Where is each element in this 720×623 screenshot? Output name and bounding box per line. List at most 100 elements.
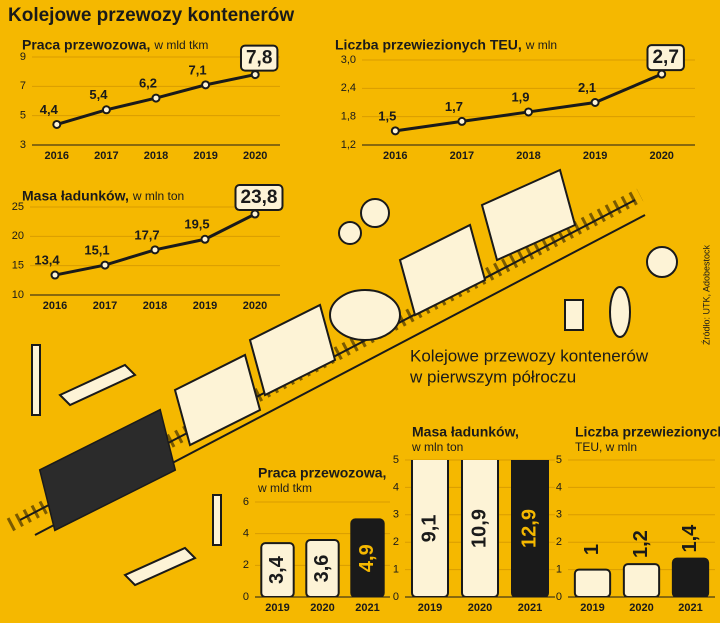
chart-subtitle: w mld tkm <box>257 481 312 495</box>
bar <box>411 460 449 597</box>
point <box>590 98 600 107</box>
y-tick-label: 4 <box>243 528 249 540</box>
chart-title: Liczba przewiezionych TEU, <box>335 37 522 53</box>
y-tick-label: 2,4 <box>341 82 356 94</box>
value-label: 3,4 <box>266 555 288 584</box>
value-label: 1,4 <box>679 524 701 553</box>
chart-title: Masa ładunków, <box>22 188 129 204</box>
value-label: 5,4 <box>89 87 108 102</box>
x-tick-label: 2020 <box>629 602 653 614</box>
x-tick-label: 2018 <box>144 150 168 162</box>
y-tick-label: 4 <box>393 481 399 493</box>
y-tick-label: 1,2 <box>341 139 356 151</box>
bar <box>260 542 295 597</box>
bar <box>573 568 612 597</box>
point <box>200 234 210 244</box>
illustration <box>6 168 678 587</box>
chart-subtitle: TEU, w mln <box>575 440 637 454</box>
value-label: 13,4 <box>34 252 60 267</box>
bar <box>305 539 340 597</box>
x-tick-label: 2021 <box>518 602 542 614</box>
y-tick-label: 3,0 <box>341 54 356 66</box>
y-tick-label: 1 <box>556 564 562 576</box>
chart-subtitle: w mln <box>525 38 557 52</box>
point <box>150 245 160 255</box>
y-tick-label: 10 <box>12 289 24 301</box>
x-tick-label: 2020 <box>243 150 267 162</box>
y-tick-label: 3 <box>556 509 562 521</box>
x-tick-label: 2021 <box>678 602 702 614</box>
x-tick-label: 2016 <box>43 300 67 312</box>
point <box>390 126 400 136</box>
y-tick-label: 1,8 <box>341 111 356 123</box>
label-box <box>646 44 685 72</box>
value-label: 19,5 <box>184 217 209 232</box>
value-label: 1,9 <box>511 89 529 104</box>
x-tick-label: 2018 <box>143 300 167 312</box>
value-label: 3,6 <box>311 555 333 583</box>
section-title: w pierwszym półroczu <box>409 367 576 386</box>
x-tick-label: 2019 <box>418 602 442 614</box>
value-label: 7,1 <box>189 62 207 77</box>
chart-subtitle: w mln ton <box>411 440 463 454</box>
bar <box>461 460 499 597</box>
y-tick-label: 9 <box>20 51 26 63</box>
x-tick-label: 2017 <box>450 150 474 162</box>
y-tick-label: 2 <box>393 536 399 548</box>
chart-title: Masa ładunków, <box>412 424 519 440</box>
y-tick-label: 20 <box>12 230 24 242</box>
point <box>457 116 467 126</box>
x-tick-label: 2018 <box>516 150 540 162</box>
point <box>50 270 60 280</box>
x-tick-label: 2019 <box>583 150 607 162</box>
y-tick-label: 25 <box>12 201 24 213</box>
value-label: 1,2 <box>630 530 652 558</box>
bar <box>511 460 549 597</box>
point <box>657 69 667 79</box>
y-tick-label: 6 <box>243 496 249 508</box>
y-tick-label: 4 <box>556 481 562 493</box>
main-title: Kolejowe przewozy kontenerów <box>8 5 294 26</box>
value-label: 10,9 <box>468 509 490 548</box>
value-label: 6,2 <box>139 76 157 91</box>
x-tick-label: 2019 <box>265 602 289 614</box>
point <box>52 119 62 129</box>
chart-title: Praca przewozowa, <box>258 465 386 481</box>
value-label: 1,5 <box>378 108 396 123</box>
chart-subtitle: w mld tkm <box>153 38 208 52</box>
value-label: 7,8 <box>246 48 272 69</box>
y-tick-label: 5 <box>556 454 562 466</box>
bar <box>622 563 661 597</box>
point <box>524 107 533 117</box>
chart-title: Liczba przewiezionych <box>575 424 720 440</box>
value-label: 12,9 <box>518 509 540 548</box>
value-label: 1 <box>581 544 603 555</box>
value-label: 17,7 <box>134 227 159 242</box>
value-label: 4,4 <box>40 102 59 117</box>
y-tick-label: 3 <box>20 139 26 151</box>
value-label: 2,7 <box>652 47 678 68</box>
x-tick-label: 2016 <box>383 150 407 162</box>
chart-title: Praca przewozowa, <box>22 37 150 53</box>
y-tick-label: 2 <box>556 536 562 548</box>
y-tick-label: 0 <box>393 591 399 603</box>
value-label: 15,1 <box>84 243 109 258</box>
x-tick-label: 2020 <box>243 300 267 312</box>
point <box>201 80 211 90</box>
value-label: 2,1 <box>578 80 596 95</box>
y-tick-label: 3 <box>393 509 399 521</box>
y-tick-label: 15 <box>12 260 24 272</box>
y-tick-label: 7 <box>20 80 26 92</box>
y-tick-label: 1 <box>393 564 399 576</box>
x-tick-label: 2020 <box>468 602 492 614</box>
x-tick-label: 2019 <box>193 150 217 162</box>
point <box>100 260 110 270</box>
x-tick-label: 2019 <box>193 300 217 312</box>
x-tick-label: 2021 <box>355 602 379 614</box>
chart-subtitle: w mln ton <box>132 189 184 203</box>
y-tick-label: 0 <box>556 591 562 603</box>
point <box>250 70 260 80</box>
x-tick-label: 2020 <box>649 150 673 162</box>
value-label: 4,9 <box>356 544 378 572</box>
